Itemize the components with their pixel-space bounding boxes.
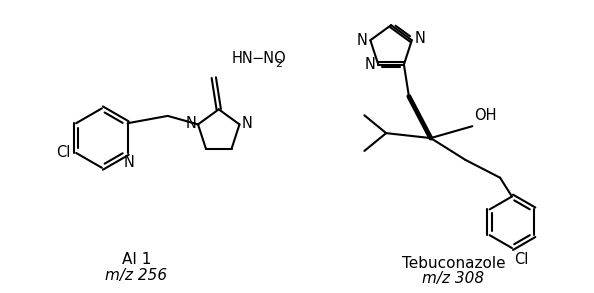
Text: m/z 256: m/z 256 [106, 268, 168, 283]
Text: N: N [415, 31, 426, 46]
Text: −NO: −NO [251, 51, 286, 66]
Text: N: N [356, 33, 368, 48]
Text: Cl: Cl [514, 252, 528, 267]
Text: N: N [365, 57, 375, 72]
Text: AI 1: AI 1 [122, 252, 151, 268]
Text: Tebuconazole: Tebuconazole [402, 256, 505, 271]
Text: N: N [241, 116, 252, 131]
Text: m/z 308: m/z 308 [422, 271, 485, 286]
Text: HN: HN [232, 51, 254, 66]
Text: OH: OH [474, 108, 497, 123]
Text: N: N [123, 155, 134, 170]
Text: N: N [185, 116, 196, 131]
Text: 2: 2 [275, 59, 282, 69]
Text: Cl: Cl [56, 145, 70, 161]
